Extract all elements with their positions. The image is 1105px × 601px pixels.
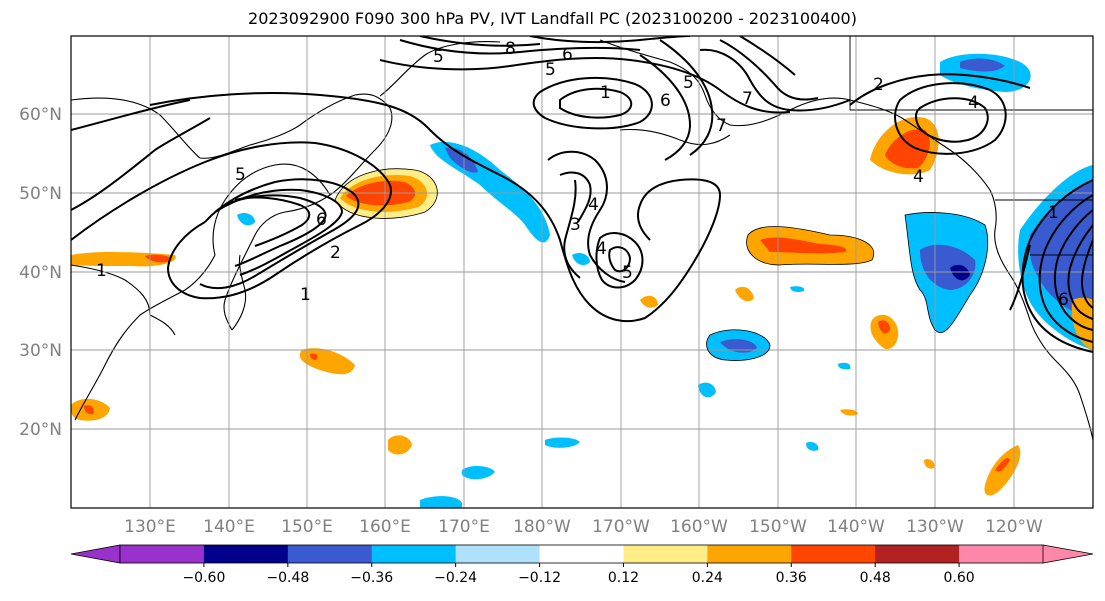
contour-label: 1 <box>600 83 611 103</box>
map-frame <box>70 35 1094 509</box>
colorbar-swatch <box>875 545 960 563</box>
contour-label: 5 <box>235 165 246 185</box>
lat-label: 60°N <box>19 105 62 125</box>
colorbar-swatch <box>287 545 373 563</box>
contour-label: 6 <box>660 91 671 111</box>
colorbar-label: 0.36 <box>776 570 807 586</box>
contour-label: 5 <box>433 47 444 67</box>
contour-label: 6 <box>562 45 573 65</box>
lon-label: 150°E <box>281 517 333 537</box>
lat-label: 20°N <box>19 420 62 440</box>
shade-outlines <box>334 168 989 361</box>
colorbar-label: 0.48 <box>860 570 891 586</box>
lat-label: 30°N <box>19 341 62 361</box>
latitude-labels: 60°N 50°N 40°N 30°N 20°N <box>19 105 62 440</box>
figure-title: 2023092900 F090 300 hPa PV, IVT Landfall… <box>248 9 857 28</box>
colorbar-label: 0.12 <box>608 570 639 586</box>
colorbar-label: 0.60 <box>944 570 975 586</box>
graticule <box>71 36 1093 508</box>
colorbar-label: −0.60 <box>182 570 225 586</box>
contour-label: 7 <box>742 89 753 109</box>
contour-label: 1 <box>96 261 107 281</box>
colorbar-swatch <box>623 545 708 563</box>
contour-label: 3 <box>570 215 581 235</box>
colorbar-swatch <box>707 545 792 563</box>
colorbar-swatch <box>959 545 1044 563</box>
lon-label: 160°W <box>670 517 728 537</box>
colorbar-label: −0.12 <box>518 570 561 586</box>
contour-label: 7 <box>716 116 727 136</box>
contour-labels: 5 8 6 5 1 5 6 7 7 2 4 4 3 4 4 5 6 2 1 1 <box>96 39 1069 310</box>
longitude-labels: 130°E 140°E 150°E 160°E 170°E 180°W 170°… <box>124 517 1043 537</box>
colorbar-label: −0.48 <box>266 570 309 586</box>
lon-label: 150°W <box>749 517 807 537</box>
lon-label: 160°E <box>359 517 411 537</box>
contour-label: 5 <box>683 73 694 93</box>
colorbar-label: 0.24 <box>692 570 723 586</box>
colorbar-label: −0.24 <box>434 570 477 586</box>
lat-label: 40°N <box>19 263 62 283</box>
colorbar-swatch <box>539 545 624 563</box>
contour-label: 6 <box>1058 290 1069 310</box>
borders <box>849 36 1093 256</box>
lon-label: 140°W <box>827 517 885 537</box>
contour-label: 4 <box>968 93 979 113</box>
colorbar-label: −0.36 <box>350 570 393 586</box>
lon-label: 170°W <box>592 517 650 537</box>
lon-label: 140°E <box>203 517 255 537</box>
contour-label: 2 <box>873 75 884 95</box>
lon-label: 180°W <box>513 517 571 537</box>
contour-label: 1 <box>1048 203 1059 223</box>
lon-label: 130°E <box>124 517 176 537</box>
colorbar-extend-high <box>1042 544 1094 564</box>
contour-label: 1 <box>300 285 311 305</box>
contour-label: 8 <box>505 39 516 59</box>
colorbar: −0.60 −0.48 −0.36 −0.24 −0.12 0.12 0.24 0.36 0.4… <box>70 544 1094 586</box>
lat-label: 50°N <box>19 184 62 204</box>
pv-contours <box>71 36 1093 353</box>
contour-label: 4 <box>913 167 924 187</box>
contour-label: 6 <box>316 210 327 230</box>
lon-label: 120°W <box>985 517 1043 537</box>
colorbar-extend-low <box>70 544 121 564</box>
colorbar-swatch <box>203 545 289 563</box>
contour-label: 4 <box>588 195 599 215</box>
contour-label: 2 <box>330 243 341 263</box>
colorbar-swatch <box>791 545 876 563</box>
colorbar-swatch <box>371 545 457 563</box>
colorbar-swatch <box>120 545 205 563</box>
lon-label: 130°W <box>906 517 964 537</box>
colorbar-outline <box>119 544 1044 564</box>
contour-label: 5 <box>622 263 633 283</box>
colorbar-swatch <box>455 545 541 563</box>
lon-label: 170°E <box>438 517 490 537</box>
contour-label: 4 <box>596 239 607 259</box>
contour-label: 5 <box>545 60 556 80</box>
